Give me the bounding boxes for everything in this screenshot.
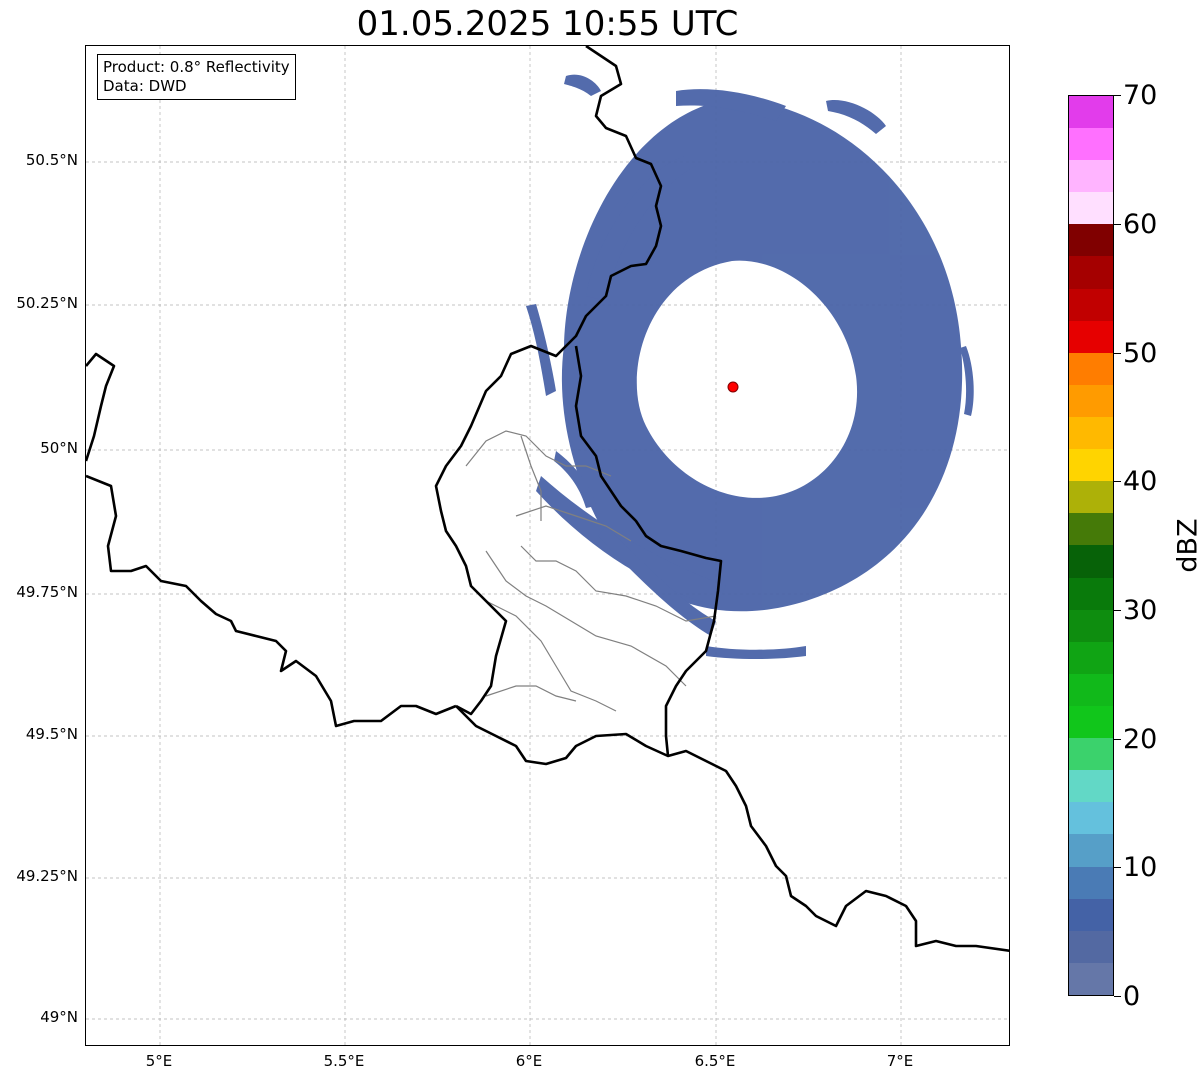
colorbar-segment <box>1069 738 1113 771</box>
country-borders <box>86 46 1009 953</box>
lon-label: 7°E <box>886 1052 914 1070</box>
colorbar-segment <box>1069 609 1113 642</box>
lat-label: 49°N <box>40 1008 78 1026</box>
colorbar-segment <box>1069 898 1113 931</box>
colorbar-tick-label: 0 <box>1123 981 1141 1012</box>
colorbar-tick <box>1114 996 1121 997</box>
colorbar-segment <box>1069 706 1113 739</box>
colorbar-segment <box>1069 930 1113 963</box>
lat-label: 50.25°N <box>16 294 78 312</box>
colorbar-tick-label: 50 <box>1123 338 1158 369</box>
radar-site-marker <box>727 381 739 393</box>
lat-label: 49.5°N <box>25 725 78 743</box>
colorbar-segment <box>1069 513 1113 546</box>
colorbar-segment <box>1069 352 1113 385</box>
colorbar-tick-label: 20 <box>1123 724 1158 755</box>
colorbar-segment <box>1069 160 1113 193</box>
colorbar-tick <box>1114 867 1121 868</box>
colorbar-segment <box>1069 320 1113 353</box>
info-box: Product: 0.8° Reflectivity Data: DWD <box>97 54 296 100</box>
colorbar-unit-label: dBZ <box>1172 518 1202 573</box>
colorbar-segment <box>1069 384 1113 418</box>
colorbar-tick-label: 40 <box>1123 466 1158 497</box>
colorbar-segment <box>1069 288 1113 321</box>
map-canvas <box>86 46 1009 1045</box>
colorbar-segment <box>1069 128 1113 161</box>
lat-label: 50.5°N <box>25 151 78 169</box>
product-label: Product: 0.8° Reflectivity <box>103 58 290 76</box>
colorbar-tick-label: 30 <box>1123 595 1158 626</box>
colorbar-tick-label: 10 <box>1123 852 1158 883</box>
colorbar-tick <box>1114 481 1121 482</box>
colorbar-segment <box>1069 802 1113 835</box>
colorbar-tick <box>1114 353 1121 354</box>
colorbar-segment <box>1069 866 1113 899</box>
colorbar-segment <box>1069 641 1113 674</box>
lon-label: 6°E <box>515 1052 543 1070</box>
colorbar-segment <box>1069 256 1113 289</box>
colorbar-tick <box>1114 224 1121 225</box>
map-area[interactable] <box>85 45 1010 1046</box>
colorbar-tick <box>1114 95 1121 96</box>
lon-label: 5.5°E <box>323 1052 365 1070</box>
lat-label: 49.25°N <box>16 867 78 885</box>
colorbar-segment <box>1069 449 1113 482</box>
lat-label: 50°N <box>40 439 78 457</box>
colorbar <box>1068 95 1114 996</box>
radar-echoes <box>526 74 974 659</box>
colorbar-segment <box>1069 770 1113 803</box>
colorbar-segment <box>1069 224 1113 257</box>
colorbar-segment <box>1069 545 1113 578</box>
colorbar-segment <box>1069 481 1113 514</box>
colorbar-segment <box>1069 673 1113 707</box>
colorbar-segment <box>1069 417 1113 450</box>
colorbar-tick <box>1114 610 1121 611</box>
colorbar-tick-label: 60 <box>1123 209 1158 240</box>
colorbar-segment <box>1069 192 1113 225</box>
colorbar-segment <box>1069 95 1113 129</box>
colorbar-tick-label: 70 <box>1123 80 1158 111</box>
data-source-label: Data: DWD <box>103 77 187 95</box>
colorbar-segment <box>1069 577 1113 610</box>
colorbar-segment <box>1069 834 1113 867</box>
lon-label: 6.5°E <box>694 1052 736 1070</box>
colorbar-tick <box>1114 739 1121 740</box>
map-title: 01.05.2025 10:55 UTC <box>356 4 739 44</box>
district-boundaries <box>465 430 717 712</box>
colorbar-segment <box>1069 962 1113 995</box>
lon-label: 5°E <box>145 1052 173 1070</box>
lat-label: 49.75°N <box>16 583 78 601</box>
